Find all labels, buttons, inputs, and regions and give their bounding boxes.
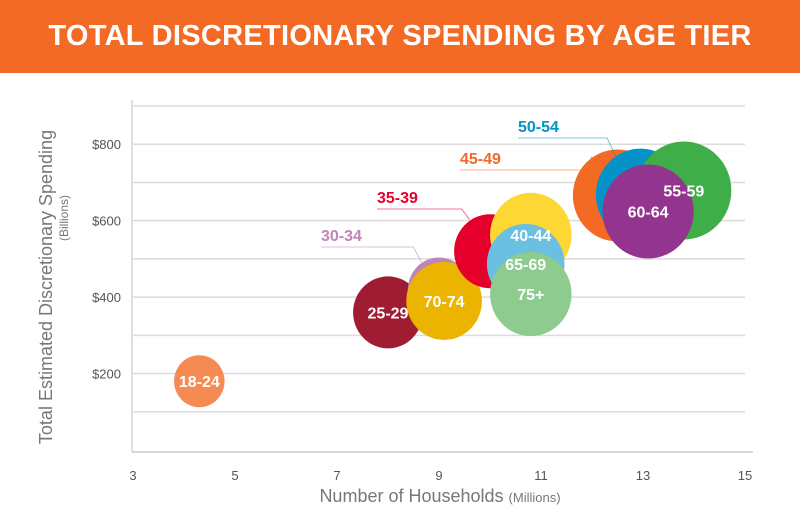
bubble-60-64: [602, 164, 694, 259]
bubble-callout-label: 30-34: [321, 228, 362, 245]
x-axis-unit: (Millions): [509, 490, 561, 505]
bubble-label: 18-24: [179, 374, 220, 391]
bubble-callout-label: 45-49: [460, 151, 501, 168]
leader-line: [518, 137, 616, 156]
y-tick-label: $600: [92, 214, 121, 229]
bubble-label: 40-44: [510, 228, 551, 245]
x-tick-label: 9: [435, 468, 442, 483]
bubble-70-74: [406, 261, 482, 340]
bubble-callout-label: 35-39: [377, 190, 418, 207]
x-tick-label: 15: [738, 468, 752, 483]
leader-line: [321, 246, 422, 263]
bubble-label: 60-64: [628, 204, 669, 221]
bubble-18-24: [174, 355, 225, 408]
leader-line: [460, 156, 593, 171]
bubble-callout-label: 50-54: [518, 119, 559, 136]
bubble-label: 65-69: [505, 257, 546, 274]
bubble-label: 70-74: [424, 294, 465, 311]
x-tick-label: 3: [129, 468, 136, 483]
y-tick-label: $400: [92, 290, 121, 305]
x-axis-title: Number of Households (Millions): [319, 486, 560, 506]
leader-line: [377, 208, 470, 221]
x-tick-label: 7: [333, 468, 340, 483]
y-axis-label: Total Estimated Discretionary Spending: [36, 130, 56, 444]
x-axis-label: Number of Households: [319, 486, 508, 506]
y-tick-label: $200: [92, 367, 121, 382]
y-axis-unit: (Billions): [57, 195, 71, 241]
bubble-label: 75+: [517, 287, 544, 304]
x-tick-label: 13: [636, 468, 650, 483]
bubble-label: 55-59: [663, 183, 704, 200]
bubble-25-29: [353, 276, 423, 349]
bubble-label: 25-29: [368, 305, 409, 322]
x-tick-label: 11: [534, 468, 548, 483]
bubble-75+: [490, 252, 572, 337]
x-tick-label: 5: [231, 468, 238, 483]
y-tick-label: $800: [92, 137, 121, 152]
chart-title: TOTAL DISCRETIONARY SPENDING BY AGE TIER: [0, 0, 800, 73]
